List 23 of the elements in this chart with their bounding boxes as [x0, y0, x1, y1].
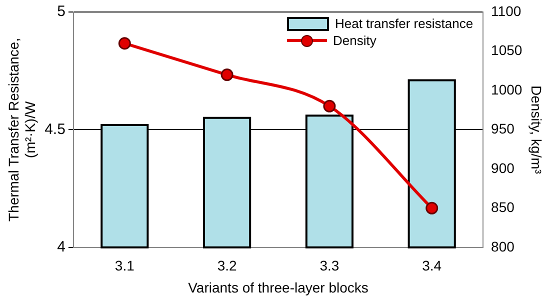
y-tick-label: 5 — [57, 3, 66, 20]
y2-axis-title: Density, kg/m³ — [528, 85, 545, 174]
point — [220, 68, 234, 82]
point — [118, 37, 131, 50]
y2-tick-label: 1000 — [491, 81, 522, 98]
x-tick-label: 3.4 — [422, 258, 442, 274]
y2-tick-label: 900 — [491, 160, 515, 176]
legend-label: Density — [333, 32, 376, 49]
y2-tick-label: 800 — [491, 238, 515, 254]
y2-tick-label: 850 — [491, 199, 515, 216]
x-tick-label: 3.2 — [217, 258, 237, 274]
y2-tick-label: 950 — [491, 120, 515, 137]
x-tick-label: 3.3 — [320, 258, 340, 274]
y2-tick-label: 1100 — [491, 2, 522, 19]
y-tick-label: 4 — [57, 238, 66, 256]
legend-label: Heat transfer resistance — [335, 15, 474, 32]
x-axis-title: Variants of three-layer blocks — [188, 279, 368, 296]
point — [426, 202, 438, 214]
point — [323, 100, 336, 112]
y-tick-label: 4.5 — [44, 120, 66, 138]
y-axis-title: Thermal Transfer Resistance, (m²·K)/W — [5, 38, 38, 222]
y2-tick-label: 1050 — [491, 42, 522, 58]
x-tick-label: 3.1 — [114, 258, 135, 274]
